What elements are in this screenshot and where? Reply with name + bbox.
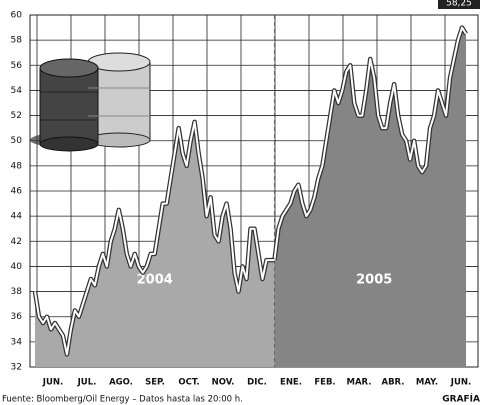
x-tick-label: JUN. — [450, 378, 471, 388]
callout: 58,25 — [446, 0, 472, 9]
x-tick-label: AGO. — [109, 378, 133, 388]
y-tick-label: 38 — [11, 287, 23, 297]
y-tick-label: 54 — [11, 86, 23, 96]
x-tick-label: JUL. — [77, 378, 97, 388]
callout-box — [438, 0, 480, 9]
line — [277, 26, 467, 230]
x-tick-label: ENE. — [280, 378, 302, 388]
credit: GRAFÍA — [442, 393, 480, 405]
y-tick-label: 46 — [11, 187, 23, 197]
y-tick-label: 60 — [11, 11, 23, 21]
y-tick-label: 34 — [11, 337, 23, 347]
area-fill — [35, 121, 275, 367]
y-tick-label: 48 — [11, 161, 23, 171]
y-tick-label: 52 — [11, 111, 22, 121]
y-tick-label: 32 — [11, 363, 22, 373]
x-tick-label: SEP. — [145, 378, 165, 388]
x-tick-label: FEB. — [314, 378, 335, 388]
y-tick-label: 42 — [11, 237, 22, 247]
series-label: 2005 — [356, 273, 392, 288]
area-fill — [274, 27, 466, 367]
areas: 2004 2005 — [32, 15, 468, 367]
y-tick-label: 40 — [11, 262, 23, 272]
y-tick-label: 50 — [11, 136, 23, 146]
y-tick-label: 56 — [11, 61, 23, 71]
line-join — [273, 228, 280, 261]
x-tick-label: MAY. — [416, 378, 438, 388]
x-tick-label: JUN. — [42, 378, 63, 388]
line — [34, 120, 275, 356]
x-tick-label: DIC. — [247, 378, 267, 388]
source: Fuente: Bloomberg/Oil Energy – Datos has… — [2, 395, 243, 405]
series-label: 2004 — [137, 273, 173, 288]
x-tick-label: OCT. — [178, 378, 199, 388]
x-tick-label: NOV. — [212, 378, 235, 388]
barrels-illustration — [30, 52, 151, 152]
x-tick-label: MAR. — [347, 378, 372, 388]
y-tick-label: 36 — [11, 312, 23, 322]
y-tick-label: 58 — [11, 36, 23, 46]
x-tick-label: ABR. — [382, 378, 405, 388]
y-tick-label: 44 — [11, 212, 23, 222]
